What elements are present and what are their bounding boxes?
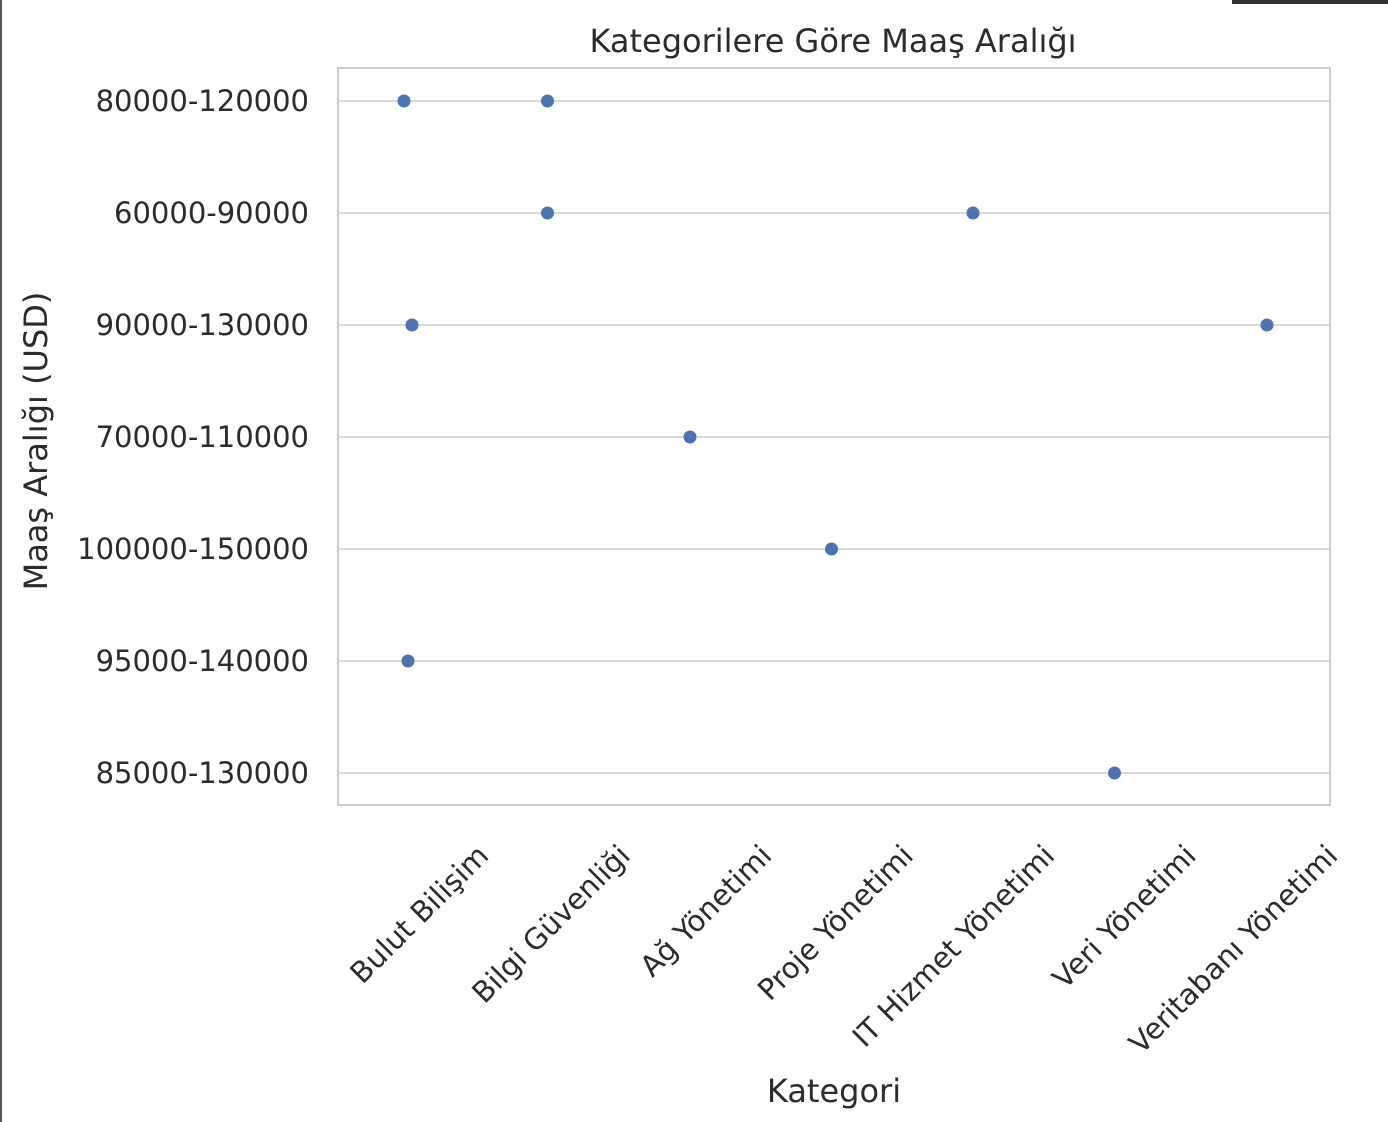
- window-top-strip: [1232, 0, 1388, 4]
- y-tick-label: 100000-150000: [77, 532, 309, 566]
- data-point: [397, 94, 411, 108]
- data-point: [1108, 766, 1121, 780]
- grid-lines: [338, 100, 1330, 774]
- y-tick-label: 85000-130000: [96, 756, 309, 790]
- data-point: [541, 206, 554, 220]
- chart-title: Kategorilere Göre Maaş Aralığı: [589, 22, 1076, 60]
- y-tick-label: 95000-140000: [96, 644, 309, 678]
- data-point: [401, 654, 415, 668]
- data-point: [825, 542, 838, 556]
- data-point: [405, 318, 419, 332]
- data-point: [966, 206, 980, 220]
- y-tick-label: 70000-110000: [96, 420, 309, 454]
- data-points: [397, 94, 1274, 780]
- y-tick-label: 80000-120000: [96, 84, 309, 118]
- x-axis-title: Kategori: [767, 1072, 901, 1110]
- x-tick-label: Ağ Yönetimi: [633, 838, 778, 983]
- data-point: [1260, 318, 1274, 332]
- data-point: [683, 430, 697, 444]
- y-axis-title: Maaş Aralığı (USD): [17, 292, 55, 591]
- x-tick-label: Bulut Bilişim: [343, 838, 495, 990]
- y-tick-label: 60000-90000: [114, 196, 309, 230]
- window-left-edge: [0, 0, 2, 1122]
- x-tick-label: Veri Yönetimi: [1046, 838, 1203, 995]
- data-point: [541, 94, 554, 108]
- y-tick-labels: 80000-120000 60000-90000 90000-130000 70000…: [77, 84, 309, 790]
- y-tick-label: 90000-130000: [96, 308, 309, 342]
- plot-area-frame: [337, 67, 1331, 806]
